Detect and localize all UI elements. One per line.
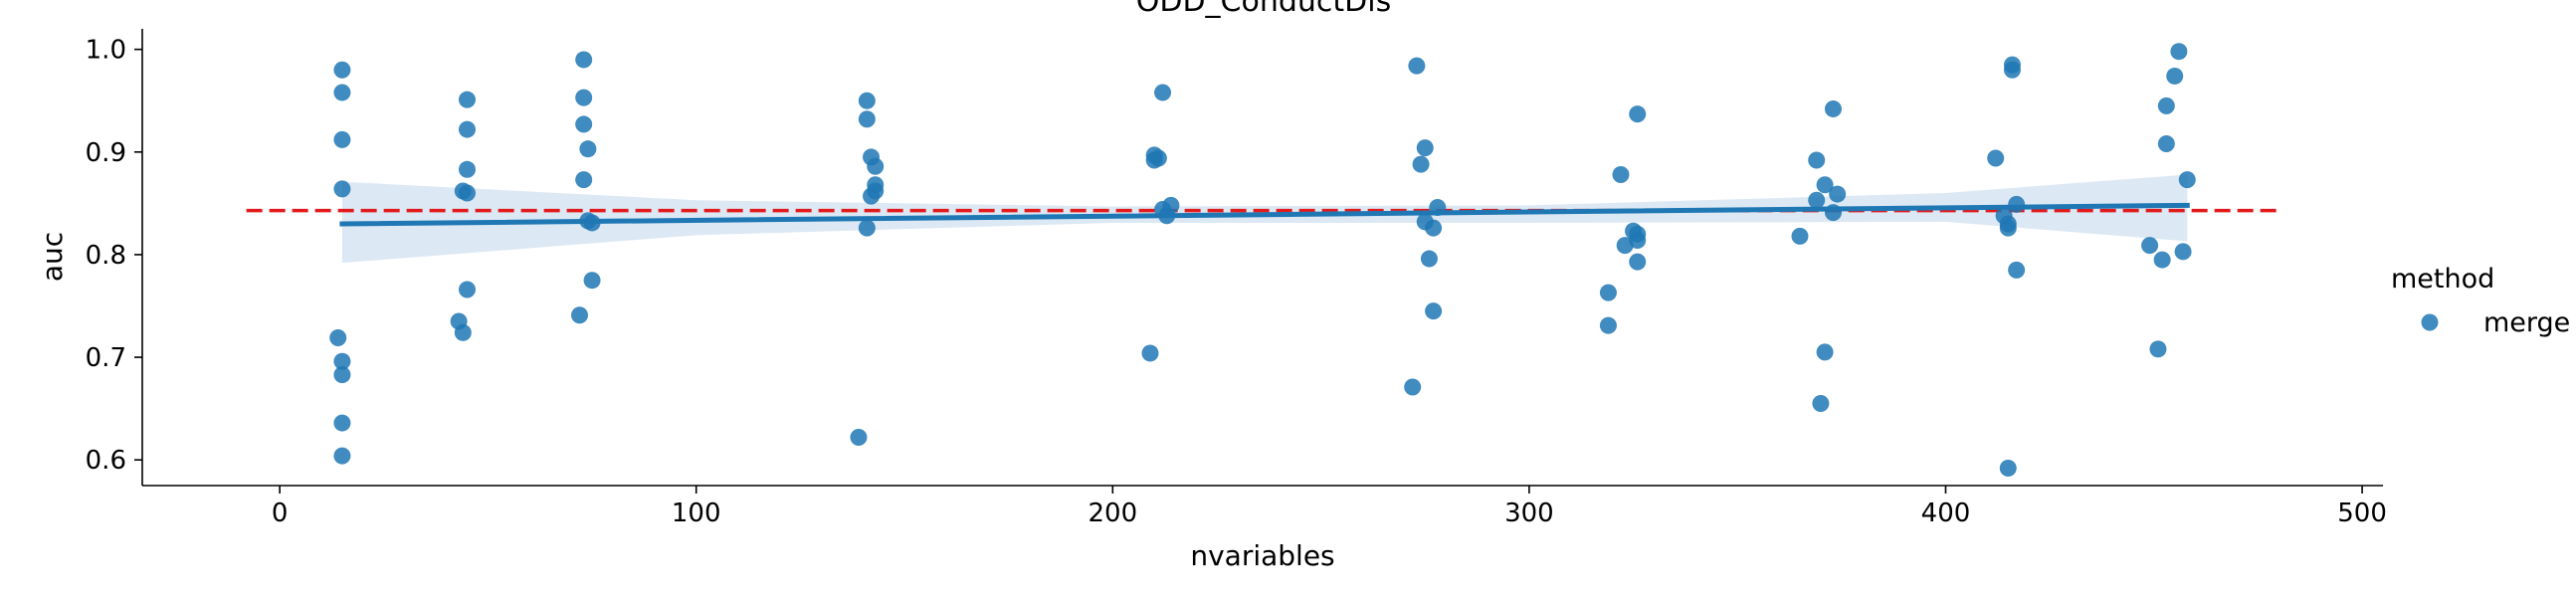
- data-point: [1629, 253, 1647, 271]
- data-point: [1791, 227, 1809, 245]
- data-point: [583, 272, 601, 290]
- x-ticks: 0 100 200 300 400 500: [272, 486, 2387, 528]
- data-point: [458, 120, 476, 138]
- y-tick-label: 0.6: [86, 446, 126, 476]
- y-ticks: 0.6 0.7 0.8 0.9 1.0: [86, 36, 142, 476]
- data-point: [1408, 57, 1426, 75]
- data-point: [2141, 237, 2159, 255]
- y-tick-label: 0.8: [86, 241, 126, 271]
- data-point: [2149, 340, 2167, 358]
- data-point: [850, 429, 868, 447]
- data-point: [1420, 250, 1438, 268]
- confidence-band-layer: [341, 174, 2188, 264]
- data-point: [333, 447, 351, 465]
- data-point: [858, 219, 876, 237]
- data-point: [571, 306, 589, 324]
- data-point: [1808, 191, 1826, 209]
- data-point: [2178, 171, 2196, 189]
- data-point: [575, 171, 593, 189]
- data-point: [1425, 219, 1443, 237]
- fit-line-layer: [339, 202, 2190, 227]
- data-point: [1425, 302, 1443, 320]
- points-layer: [329, 43, 2196, 477]
- data-point: [2003, 61, 2021, 79]
- data-point: [2153, 251, 2171, 269]
- data-point: [458, 91, 476, 108]
- data-point: [1149, 149, 1167, 167]
- data-point: [575, 115, 593, 133]
- data-point: [1816, 343, 1834, 361]
- data-point: [2157, 135, 2175, 153]
- data-point: [333, 180, 351, 198]
- axes: [141, 29, 2383, 487]
- data-point: [333, 61, 351, 79]
- data-point: [1154, 84, 1172, 101]
- x-tick-label: 100: [672, 498, 721, 528]
- data-point: [2157, 97, 2175, 114]
- x-tick-label: 400: [1921, 498, 1971, 528]
- data-point: [458, 160, 476, 178]
- data-point: [1629, 105, 1647, 123]
- data-point: [1816, 176, 1834, 194]
- data-point: [1808, 151, 1826, 169]
- data-point: [1404, 378, 1422, 396]
- data-point: [1416, 139, 1434, 157]
- x-tick-label: 500: [2337, 498, 2387, 528]
- data-point: [579, 140, 597, 158]
- data-point: [333, 84, 351, 101]
- data-point: [454, 323, 472, 341]
- chart-title: ODD_ConductDis: [1136, 0, 1392, 19]
- data-point: [458, 184, 476, 202]
- data-point: [333, 352, 351, 370]
- legend-entries: merge: [2421, 307, 2570, 338]
- data-point: [1829, 185, 1847, 203]
- data-point: [329, 328, 347, 346]
- legend-label: merge: [2483, 307, 2570, 338]
- data-point: [1599, 284, 1617, 301]
- data-point: [858, 110, 876, 128]
- x-tick-label: 0: [272, 498, 289, 528]
- data-point: [858, 92, 876, 109]
- y-axis-label: auc: [36, 232, 69, 282]
- data-point: [2174, 243, 2192, 261]
- data-point: [1141, 344, 1159, 362]
- data-point: [333, 130, 351, 148]
- y-tick-label: 1.0: [86, 36, 126, 66]
- data-point: [867, 157, 885, 175]
- fit-line: [339, 202, 2190, 227]
- legend-marker: [2421, 313, 2439, 331]
- data-point: [2008, 261, 2026, 279]
- data-point: [458, 281, 476, 298]
- data-point: [1412, 155, 1430, 173]
- y-tick-label: 0.7: [86, 343, 126, 373]
- data-point: [1599, 316, 1617, 334]
- data-point: [1999, 219, 2017, 237]
- x-tick-label: 200: [1088, 498, 1137, 528]
- data-point: [1612, 165, 1630, 183]
- x-tick-label: 300: [1504, 498, 1554, 528]
- data-point: [1987, 149, 2005, 167]
- data-point: [1616, 237, 1634, 255]
- data-point: [575, 89, 593, 106]
- legend: method merge: [2391, 264, 2570, 338]
- data-point: [575, 51, 593, 69]
- legend-title: method: [2391, 264, 2494, 295]
- confidence-band: [341, 174, 2188, 264]
- y-tick-label: 0.9: [86, 138, 126, 168]
- data-point: [1824, 100, 1842, 117]
- data-point: [333, 414, 351, 432]
- data-point: [2170, 43, 2188, 61]
- data-point: [333, 366, 351, 384]
- data-point: [1999, 459, 2017, 477]
- x-axis-label: nvariables: [1190, 539, 1334, 572]
- data-point: [2008, 195, 2026, 213]
- data-point: [867, 182, 885, 200]
- data-point: [2166, 67, 2184, 85]
- data-point: [1812, 394, 1830, 412]
